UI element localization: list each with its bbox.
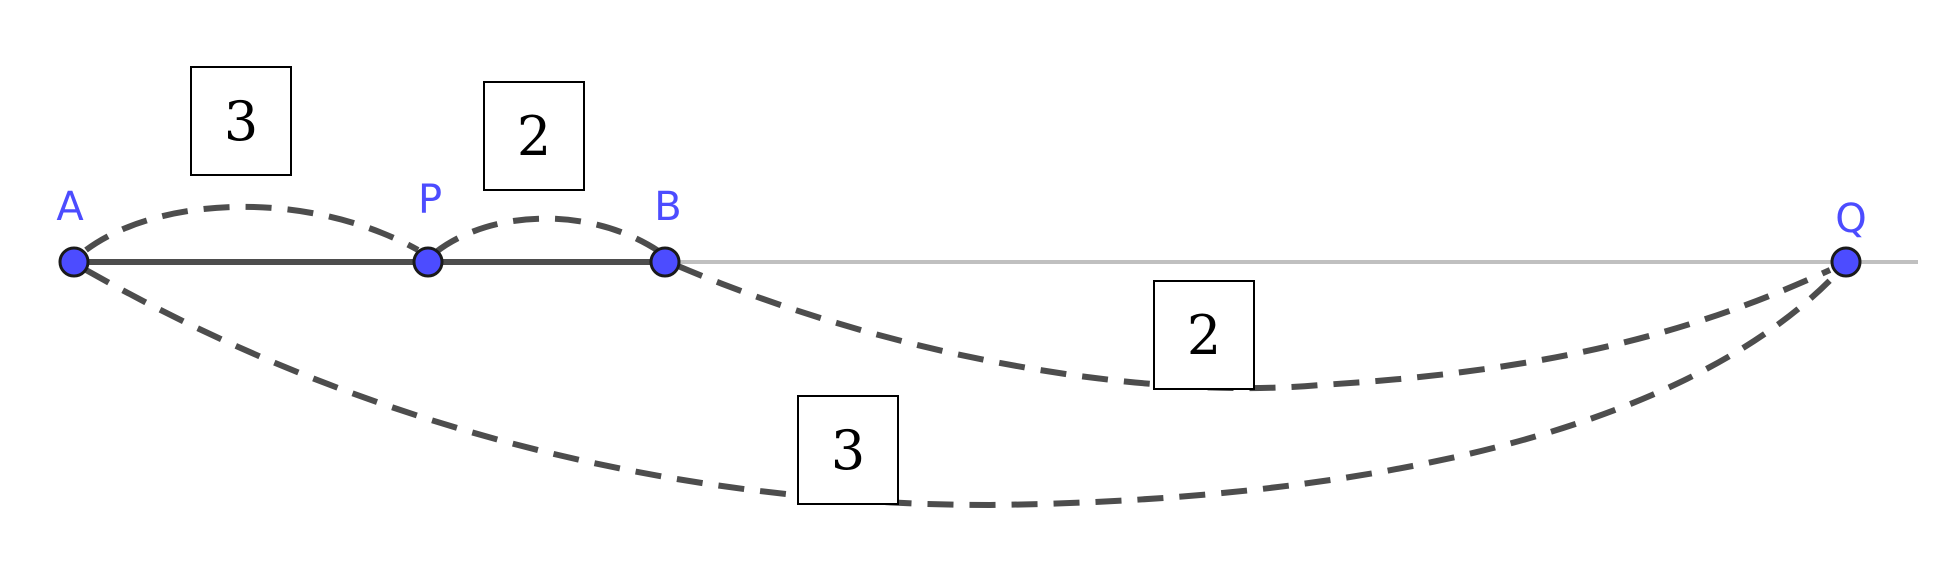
arc-label-box — [797, 395, 899, 505]
arc-label-text: 2 — [1187, 304, 1221, 367]
point-q-dot[interactable] — [1830, 246, 1862, 278]
point-b-label: B — [654, 184, 681, 230]
arc-bq — [676, 263, 1832, 392]
arc-label-bq: 2 — [1153, 280, 1255, 390]
point-a-dot[interactable] — [58, 246, 90, 278]
arc-aq — [84, 267, 1843, 509]
point-a[interactable]: A — [56, 184, 90, 278]
arc-label-text: 3 — [224, 90, 258, 153]
point-q-label: Q — [1835, 196, 1866, 242]
point-p[interactable]: P — [412, 177, 444, 278]
point-p-dot[interactable] — [412, 246, 444, 278]
arc-label-text: 2 — [517, 105, 551, 168]
point-p-label: P — [418, 177, 442, 223]
arc-label-box — [483, 81, 585, 191]
arc-label-aq: 3 — [797, 395, 899, 505]
point-a-label: A — [56, 184, 84, 230]
point-q[interactable]: Q — [1830, 196, 1867, 278]
arc-pb — [434, 215, 662, 255]
point-b[interactable]: B — [649, 184, 682, 278]
arc-ap — [84, 203, 420, 253]
arc-label-ap: 3 — [190, 66, 292, 176]
arc-label-pb: 2 — [483, 81, 585, 191]
arc-label-box — [190, 66, 292, 176]
arc-label-text: 3 — [831, 419, 865, 482]
point-b-dot[interactable] — [649, 246, 681, 278]
arc-label-box — [1153, 280, 1255, 390]
